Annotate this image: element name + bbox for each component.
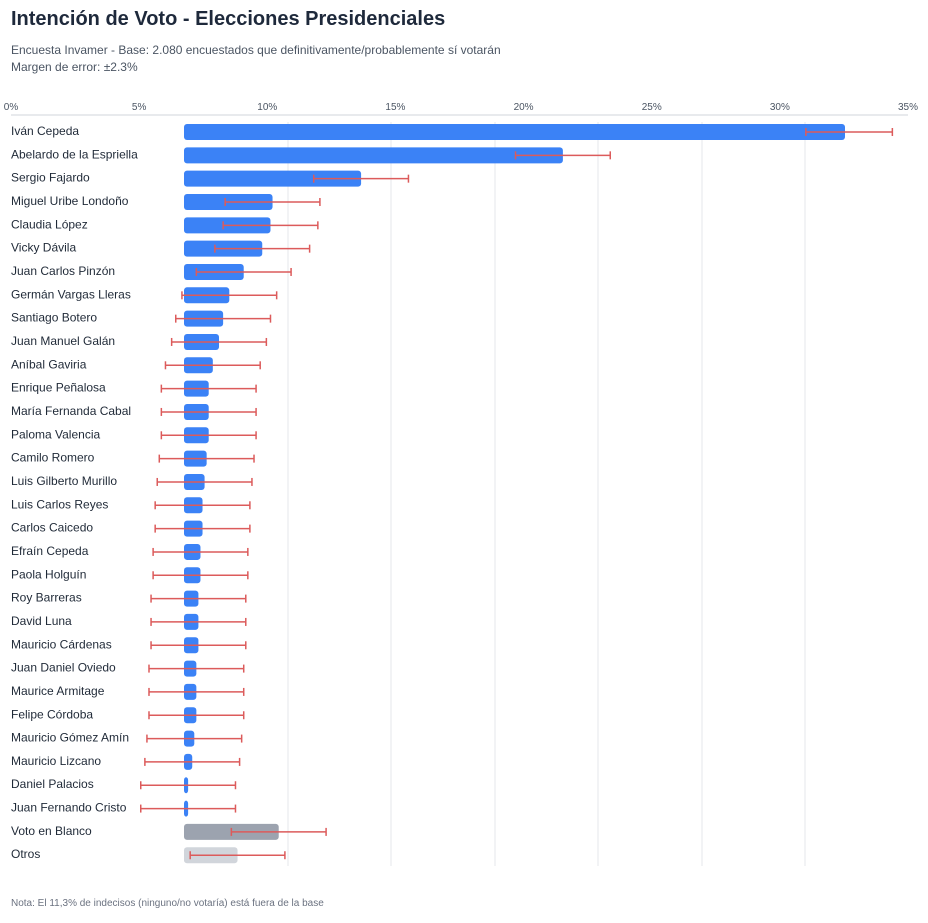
category-label: Carlos Caicedo (11, 521, 93, 535)
category-label: Paola Holguín (11, 567, 86, 581)
category-label: Juan Manuel Galán (11, 334, 115, 348)
category-label: Efraín Cepeda (11, 544, 89, 558)
category-label: Iván Cepeda (11, 124, 79, 138)
x-tick-label: 5% (132, 102, 147, 113)
category-label: María Fernanda Cabal (11, 404, 131, 418)
category-label: Mauricio Lizcano (11, 754, 101, 768)
category-label: Felipe Córdoba (11, 707, 93, 721)
category-label: Maurice Armitage (11, 684, 105, 698)
chart-title: Intención de Voto - Elecciones Presidenc… (11, 8, 446, 30)
category-label: Paloma Valencia (11, 427, 100, 441)
category-label: Roy Barreras (11, 591, 82, 605)
category-label: Luis Gilberto Murillo (11, 474, 117, 488)
category-label: Mauricio Cárdenas (11, 637, 112, 651)
gridlines (287, 122, 806, 866)
x-tick-label: 25% (642, 102, 662, 113)
category-label: Juan Daniel Oviedo (11, 661, 116, 675)
category-label: David Luna (11, 614, 72, 628)
category-label: Voto en Blanco (11, 824, 92, 838)
chart-footnote: Nota: El 11,3% de indecisos (ninguno/no … (11, 898, 324, 909)
category-label: Miguel Uribe Londoño (11, 194, 129, 208)
bar (184, 170, 362, 187)
category-label: Abelardo de la Espriella (11, 147, 138, 161)
x-tick-label: 10% (257, 102, 277, 113)
x-tick-label: 15% (385, 102, 405, 113)
x-tick-label: 0% (4, 102, 19, 113)
x-tick-label: 35% (898, 102, 918, 113)
category-label: Sergio Fajardo (11, 171, 90, 185)
category-labels: Iván Cepeda Abelardo de la Espriella Sergi… (11, 124, 138, 861)
subtitle-margin: Margen de error: ±2.3% (11, 60, 138, 74)
error-bars (140, 128, 894, 860)
category-label: Aníbal Gaviria (11, 357, 87, 371)
category-label: Germán Vargas Lleras (11, 287, 131, 301)
category-label: Luis Carlos Reyes (11, 497, 108, 511)
category-label: Daniel Palacios (11, 777, 94, 791)
bar (184, 147, 563, 164)
category-label: Mauricio Gómez Amín (11, 731, 129, 745)
x-tick-labels: 0% 5% 10% 15% 20% 25% 30% 35% (4, 102, 918, 113)
category-label: Otros (11, 847, 40, 861)
category-label: Enrique Peñalosa (11, 381, 106, 395)
category-label: Juan Fernando Cristo (11, 801, 127, 815)
x-tick-label: 30% (770, 102, 790, 113)
x-tick-label: 20% (514, 102, 534, 113)
chart-subtitle: Encuesta Invamer - Base: 2.080 encuestad… (11, 42, 501, 76)
bar (184, 124, 845, 140)
category-label: Santiago Botero (11, 311, 97, 325)
category-label: Juan Carlos Pinzón (11, 264, 115, 278)
bars (184, 124, 845, 864)
category-label: Camilo Romero (11, 451, 95, 465)
category-label: Vicky Dávila (11, 241, 76, 255)
subtitle-source: Encuesta Invamer - Base: 2.080 encuestad… (11, 43, 501, 57)
category-label: Claudia López (11, 217, 88, 231)
